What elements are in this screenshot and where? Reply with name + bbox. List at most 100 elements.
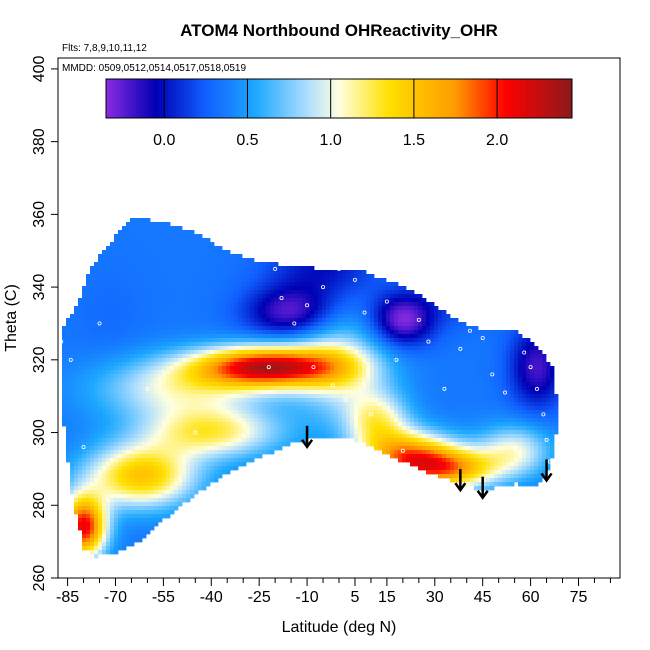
heatmap-cell [354,394,359,399]
heatmap-cell [194,250,199,255]
heatmap-cell [366,330,371,335]
heatmap-cell [478,330,483,335]
heatmap-cell [466,338,471,343]
heatmap-cell [190,326,195,331]
heatmap-cell [146,350,151,355]
heatmap-cell [506,434,511,439]
heatmap-cell [422,374,427,379]
heatmap-cell [386,382,391,387]
heatmap-cell [322,322,327,327]
heatmap-cell [274,394,279,399]
heatmap-cell [398,398,403,403]
heatmap-cell [398,306,403,311]
heatmap-cell [306,378,311,383]
heatmap-cell [254,346,259,351]
heatmap-cell [242,330,247,335]
heatmap-cell [342,294,347,299]
heatmap-cell [170,438,175,443]
heatmap-cell [286,290,291,295]
heatmap-cell [470,394,475,399]
heatmap-cell [390,334,395,339]
heatmap-cell [126,394,131,399]
heatmap-cell [458,378,463,383]
heatmap-cell [294,414,299,419]
heatmap-cell [198,306,203,311]
heatmap-cell [170,414,175,419]
heatmap-cell [234,338,239,343]
heatmap-cell [126,286,131,291]
heatmap-cell [254,322,259,327]
heatmap-cell [518,394,523,399]
heatmap-cell [410,362,415,367]
heatmap-cell [522,398,527,403]
heatmap-cell [134,414,139,419]
heatmap-cell [334,314,339,319]
heatmap-cell [526,358,531,363]
heatmap-cell [410,426,415,431]
heatmap-cell [78,314,83,319]
heatmap-cell [338,370,343,375]
heatmap-cell [198,290,203,295]
heatmap-cell [326,314,331,319]
heatmap-cell [150,266,155,271]
heatmap-cell [278,414,283,419]
heatmap-cell [490,386,495,391]
heatmap-cell [514,414,519,419]
heatmap-cell [358,278,363,283]
heatmap-cell [274,402,279,407]
heatmap-cell [282,362,287,367]
heatmap-cell [178,306,183,311]
heatmap-cell [194,394,199,399]
heatmap-cell [218,334,223,339]
heatmap-cell [318,354,323,359]
heatmap-cell [402,398,407,403]
heatmap-cell [174,378,179,383]
heatmap-cell [74,362,79,367]
heatmap-cell [122,342,127,347]
heatmap-cell [118,238,123,243]
heatmap-cell [390,434,395,439]
heatmap-cell [210,250,215,255]
heatmap-cell [278,370,283,375]
heatmap-cell [126,278,131,283]
heatmap-cell [202,262,207,267]
heatmap-cell [346,386,351,391]
heatmap-cell [230,318,235,323]
heatmap-cell [282,386,287,391]
heatmap-cell [302,334,307,339]
heatmap-cell [258,390,263,395]
heatmap-cell [326,350,331,355]
heatmap-cell [110,414,115,419]
heatmap-cell [466,382,471,387]
heatmap-cell [238,418,243,423]
heatmap-cell [210,370,215,375]
heatmap-cell [414,350,419,355]
heatmap-cell [258,422,263,427]
heatmap-cell [302,282,307,287]
heatmap-cell [510,358,515,363]
heatmap-cell [122,274,127,279]
heatmap-cell [302,318,307,323]
heatmap-cell [402,362,407,367]
heatmap-cell [534,390,539,395]
heatmap-cell [266,338,271,343]
heatmap-cell [466,354,471,359]
heatmap-cell [126,246,131,251]
heatmap-cell [430,326,435,331]
heatmap-cell [242,398,247,403]
heatmap-cell [238,306,243,311]
heatmap-cell [482,358,487,363]
heatmap-cell [202,378,207,383]
heatmap-cell [126,334,131,339]
heatmap-cell [82,330,87,335]
heatmap-cell [114,370,119,375]
heatmap-cell [138,370,143,375]
heatmap-cell [362,318,367,323]
heatmap-cell [270,270,275,275]
heatmap-cell [302,278,307,283]
heatmap-cell [450,370,455,375]
heatmap-cell [426,326,431,331]
heatmap-cell [198,238,203,243]
heatmap-cell [146,234,151,239]
heatmap-cell [282,378,287,383]
